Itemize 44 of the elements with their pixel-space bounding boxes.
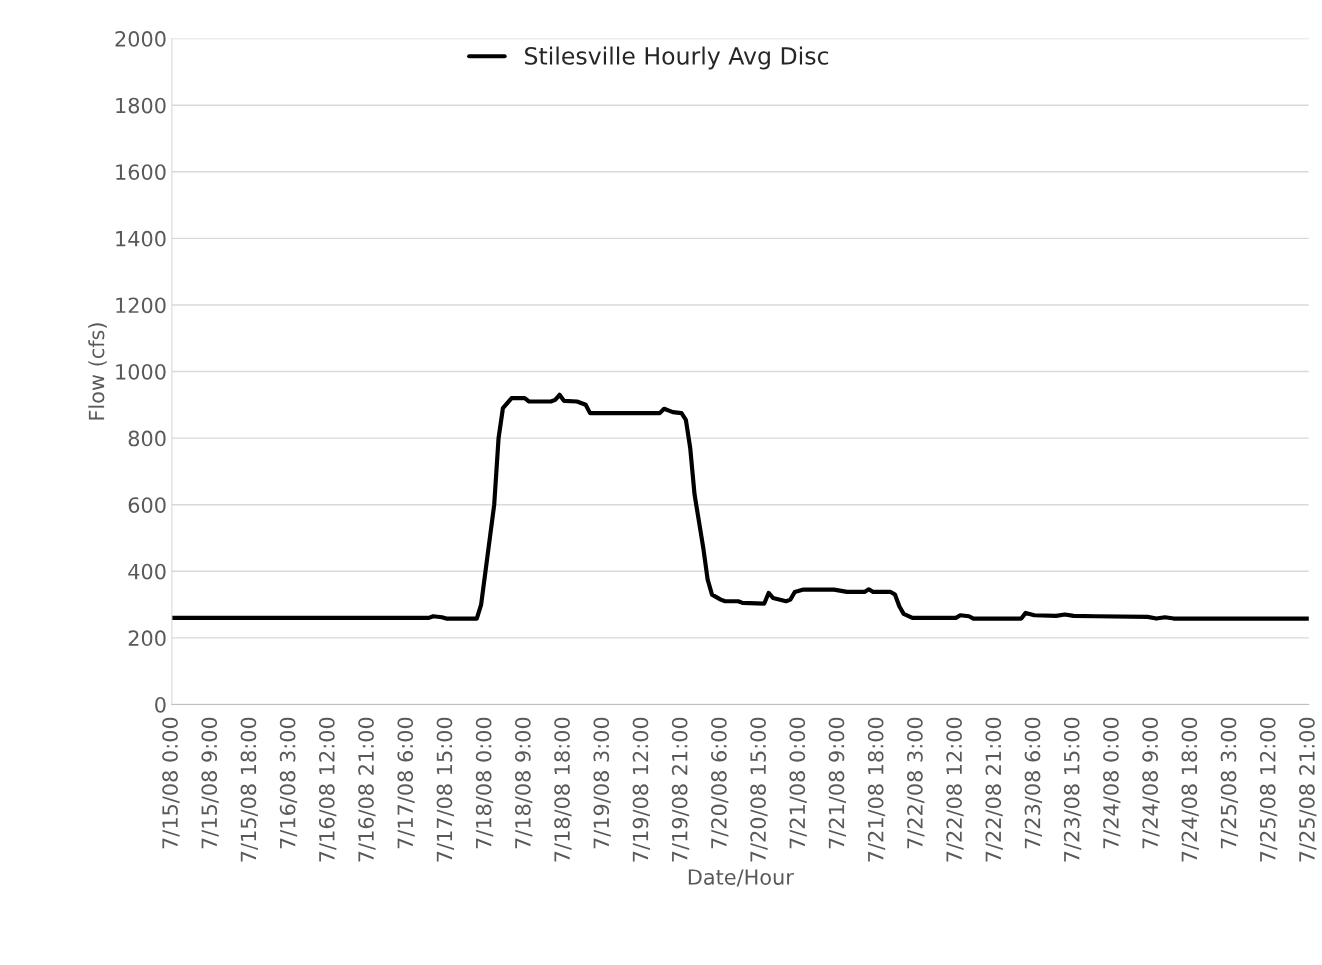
x-tick-label: 7/18/08 18:00	[554, 717, 572, 862]
x-tick-label: 7/22/08 21:00	[985, 717, 1003, 862]
x-tick-label: 7/25/08 3:00	[1220, 717, 1239, 849]
x-tick-label: 7/17/08 15:00	[436, 717, 454, 862]
x-tick-label: 7/23/08 15:00	[1063, 717, 1082, 862]
x-tick-label: 7/16/08 3:00	[279, 717, 298, 849]
x-tick-label: 7/22/08 3:00	[907, 717, 925, 849]
y-tick-label: 600	[128, 497, 166, 513]
x-tick-label: 7/18/08 0:00	[475, 717, 494, 849]
x-tick-label: 7/18/08 9:00	[514, 717, 533, 849]
y-tick-label: 200	[128, 630, 166, 647]
x-tick-label: 7/15/08 18:00	[240, 717, 258, 862]
x-tick-label: 7/21/08 9:00	[828, 717, 847, 849]
x-tick-label: 7/20/08 15:00	[750, 717, 768, 862]
y-tick-label: 1600	[116, 164, 166, 180]
x-tick-label: 7/15/08 0:00	[162, 717, 180, 849]
x-tick-label: 7/21/08 18:00	[867, 717, 886, 862]
x-tick-label: 7/23/08 6:00	[1024, 717, 1043, 849]
y-tick-label: 400	[128, 563, 166, 580]
x-tick-label: 7/17/08 6:00	[397, 717, 415, 849]
y-tick-label: 2000	[115, 31, 166, 47]
x-tick-label: 7/25/08 12:00	[1259, 717, 1278, 862]
x-tick-label: 7/22/08 12:00	[946, 717, 964, 862]
x-tick-label: 7/19/08 12:00	[632, 717, 650, 862]
x-tick-label: 7/25/08 21:00	[1299, 717, 1317, 862]
x-tick-label: 7/21/08 0:00	[789, 717, 807, 849]
y-tick-label: 1200	[116, 297, 166, 314]
x-tick-label: 7/16/08 21:00	[358, 717, 376, 862]
x-tick-label: 7/24/08 9:00	[1142, 717, 1160, 849]
y-axis-title: Flow (cfs)	[88, 323, 107, 420]
y-tick-label: 1000	[116, 363, 166, 380]
y-tick-label: 1800	[116, 97, 166, 114]
y-tick-label: 800	[128, 430, 166, 447]
x-tick-label: 7/24/08 0:00	[1103, 717, 1121, 849]
x-tick-label: 7/16/08 12:00	[318, 717, 337, 862]
x-axis-title: Date/Hour	[688, 869, 794, 887]
x-tick-label: 7/20/08 6:00	[711, 717, 729, 849]
x-tick-label: 7/19/08 21:00	[671, 717, 690, 862]
x-tick-label: 7/19/08 3:00	[593, 717, 611, 849]
x-tick-label: 7/15/08 9:00	[201, 717, 219, 849]
x-tick-label: 7/24/08 18:00	[1181, 717, 1199, 862]
legend-label: Stilesville Hourly Avg Disc	[525, 46, 829, 70]
y-tick-label: 0	[155, 696, 166, 713]
y-tick-label: 1400	[116, 230, 166, 247]
